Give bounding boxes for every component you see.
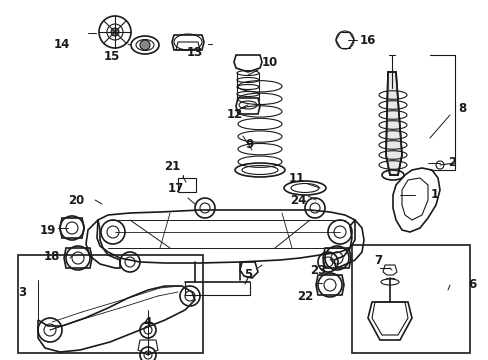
Text: 20: 20 xyxy=(68,194,84,207)
Text: 1: 1 xyxy=(430,189,438,202)
Text: 3: 3 xyxy=(18,287,26,300)
Text: 17: 17 xyxy=(167,181,184,194)
Text: 18: 18 xyxy=(44,251,60,264)
Text: 9: 9 xyxy=(245,138,254,150)
Text: 11: 11 xyxy=(288,172,305,185)
Bar xyxy=(351,245,469,353)
Text: 16: 16 xyxy=(359,35,375,48)
Text: 7: 7 xyxy=(373,253,381,266)
Text: 19: 19 xyxy=(40,224,56,237)
Text: 10: 10 xyxy=(262,57,278,69)
Circle shape xyxy=(140,40,150,50)
Text: 4: 4 xyxy=(143,315,152,328)
Text: 22: 22 xyxy=(296,289,312,302)
Text: 2: 2 xyxy=(447,157,455,170)
Bar xyxy=(18,255,203,353)
Text: 8: 8 xyxy=(457,102,465,114)
Text: 21: 21 xyxy=(163,161,180,174)
Text: 23: 23 xyxy=(309,264,325,276)
Text: 24: 24 xyxy=(289,194,305,207)
Bar xyxy=(178,178,196,192)
Text: 13: 13 xyxy=(186,45,203,58)
Text: 5: 5 xyxy=(244,269,252,282)
Text: 15: 15 xyxy=(103,50,120,63)
Text: 14: 14 xyxy=(54,37,70,50)
Circle shape xyxy=(111,28,119,36)
Polygon shape xyxy=(385,72,401,175)
Text: 6: 6 xyxy=(467,279,475,292)
Text: 12: 12 xyxy=(226,108,243,121)
